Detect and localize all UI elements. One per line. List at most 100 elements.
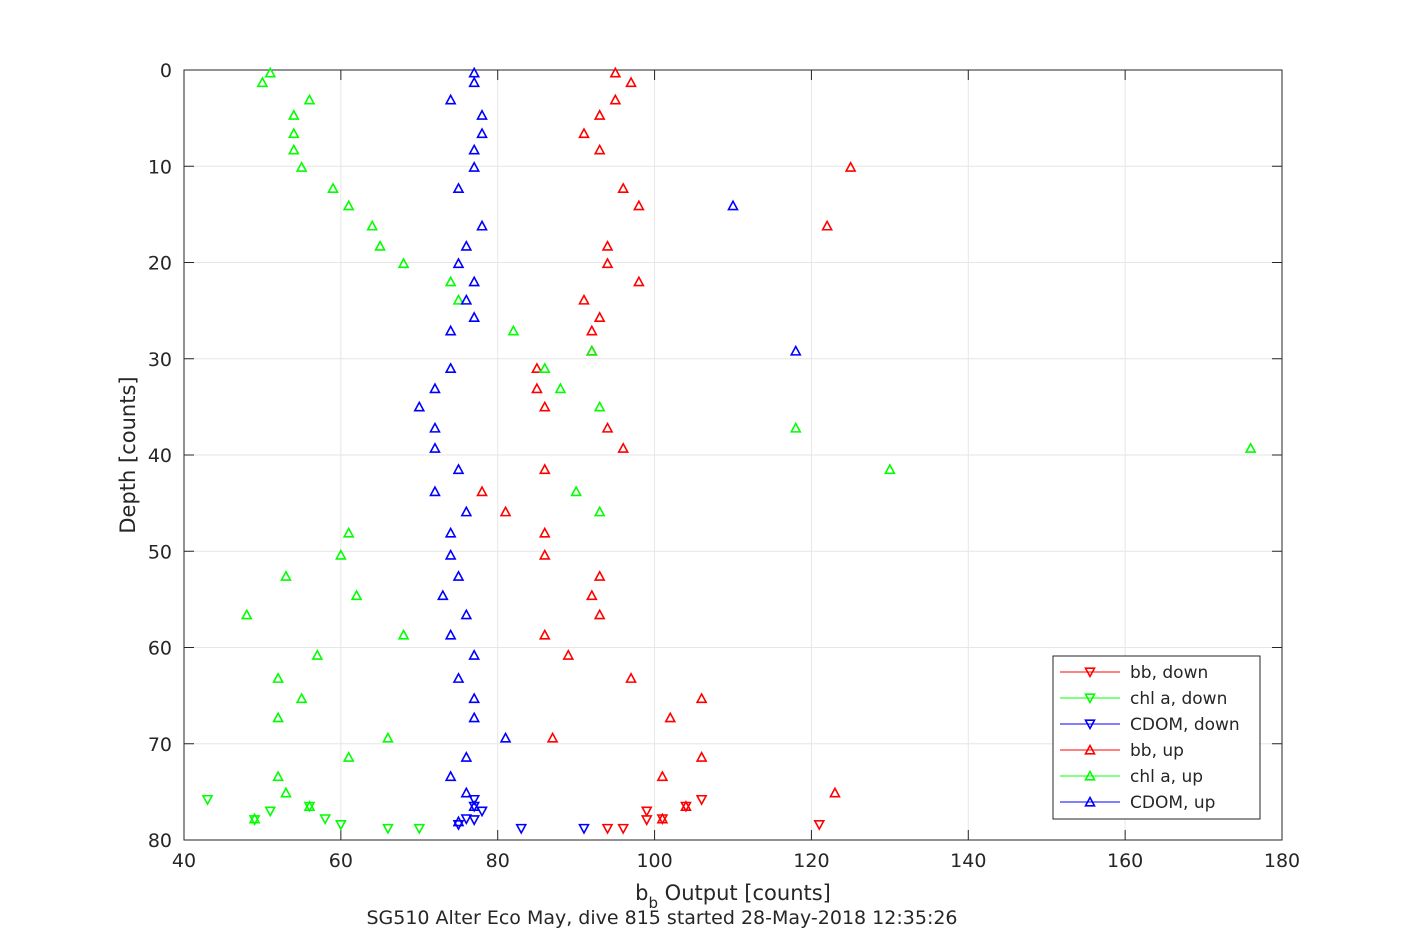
y-axis-label: Depth [counts] <box>116 376 140 533</box>
data-point <box>640 815 653 826</box>
data-point <box>429 382 441 394</box>
x-tick-label: 120 <box>793 850 829 872</box>
data-point <box>531 382 543 394</box>
data-point <box>625 76 637 88</box>
legend-marker <box>1084 769 1096 781</box>
axis-ticks: 40 60 80 100 120 140 160 180 0 10 20 30 40 50 60 70 80 <box>148 60 1300 872</box>
data-point <box>460 505 473 517</box>
data-point <box>601 823 614 835</box>
data-point <box>468 711 481 723</box>
data-point <box>452 672 465 683</box>
data-point <box>585 589 598 601</box>
data-point <box>656 770 669 782</box>
data-point <box>695 794 708 806</box>
data-point <box>460 751 473 762</box>
data-point <box>476 109 488 120</box>
data-point <box>656 812 669 824</box>
data-point <box>609 66 622 78</box>
data-point <box>460 608 473 620</box>
x-tick-label: 140 <box>950 850 986 872</box>
data-point <box>1244 442 1257 453</box>
data-point <box>460 239 473 251</box>
data-point <box>444 362 457 374</box>
data-point <box>295 161 308 172</box>
x-tick-label: 160 <box>1107 850 1143 872</box>
data-point <box>382 731 394 743</box>
y-tick-label: 40 <box>148 445 172 467</box>
data-point <box>609 93 622 105</box>
series-4 <box>240 66 1257 824</box>
data-point <box>468 311 481 322</box>
data-point <box>287 109 300 120</box>
y-tick-label: 0 <box>160 60 172 82</box>
data-point <box>397 628 410 640</box>
x-tick-label: 40 <box>172 850 196 872</box>
legend-label: chl a, down <box>1130 689 1227 709</box>
data-point <box>452 463 465 475</box>
data-point <box>617 182 630 194</box>
data-point <box>515 823 528 835</box>
x-axis-label-subscript: b <box>648 894 658 912</box>
chart-caption: SG510 Alter Eco May, dive 815 started 28… <box>366 907 957 929</box>
legend-marker <box>1084 693 1096 705</box>
data-point <box>538 463 551 475</box>
data-point <box>460 786 473 798</box>
data-point <box>601 421 614 433</box>
data-point <box>295 692 308 704</box>
data-point <box>287 127 300 139</box>
legend-label: CDOM, up <box>1130 793 1215 813</box>
x-axis-label-rest: Output [counts] <box>658 881 831 905</box>
data-point <box>342 199 355 211</box>
data-point <box>507 324 520 336</box>
data-point <box>460 293 473 305</box>
data-point <box>444 770 457 782</box>
data-point <box>593 143 606 155</box>
data-point <box>476 485 488 497</box>
legend-marker <box>1084 719 1096 731</box>
legend-label: bb, up <box>1130 741 1184 761</box>
data-point <box>444 628 457 640</box>
legend-label: chl a, up <box>1130 767 1203 787</box>
y-tick-label: 30 <box>148 349 172 371</box>
data-point <box>499 731 512 743</box>
data-point <box>695 751 708 762</box>
data-point <box>578 127 590 139</box>
data-point <box>695 692 708 704</box>
data-point <box>468 143 481 155</box>
x-axis-label: bb Output [counts] <box>635 881 831 912</box>
data-point <box>546 731 559 743</box>
data-point <box>240 608 253 620</box>
data-point <box>570 485 582 497</box>
data-point <box>625 672 637 683</box>
data-point <box>593 570 606 581</box>
data-point <box>789 344 802 356</box>
data-point <box>640 806 653 818</box>
series-5 <box>413 66 802 827</box>
data-point <box>201 794 214 806</box>
data-point <box>601 257 614 269</box>
legend-items: bb, down chl a, down CDOM, down bb, up chl a… <box>1060 663 1240 813</box>
data-point <box>429 442 441 453</box>
data-point <box>468 649 481 660</box>
data-point <box>413 400 426 412</box>
data-point <box>593 505 606 517</box>
data-point <box>460 814 473 826</box>
data-point <box>444 275 457 287</box>
data-point <box>256 76 269 88</box>
data-point <box>617 823 630 835</box>
data-point <box>452 815 465 827</box>
data-point <box>248 812 261 824</box>
data-point <box>287 143 300 155</box>
data-point <box>335 819 347 831</box>
data-point <box>350 589 363 601</box>
data-point <box>531 362 543 374</box>
data-point <box>593 311 606 322</box>
data-point <box>813 819 826 831</box>
y-tick-label: 50 <box>148 541 172 563</box>
data-point <box>342 751 355 762</box>
data-points <box>201 66 1257 835</box>
data-point <box>452 293 465 305</box>
x-axis-label-main: b <box>635 881 648 905</box>
data-point <box>452 570 465 581</box>
